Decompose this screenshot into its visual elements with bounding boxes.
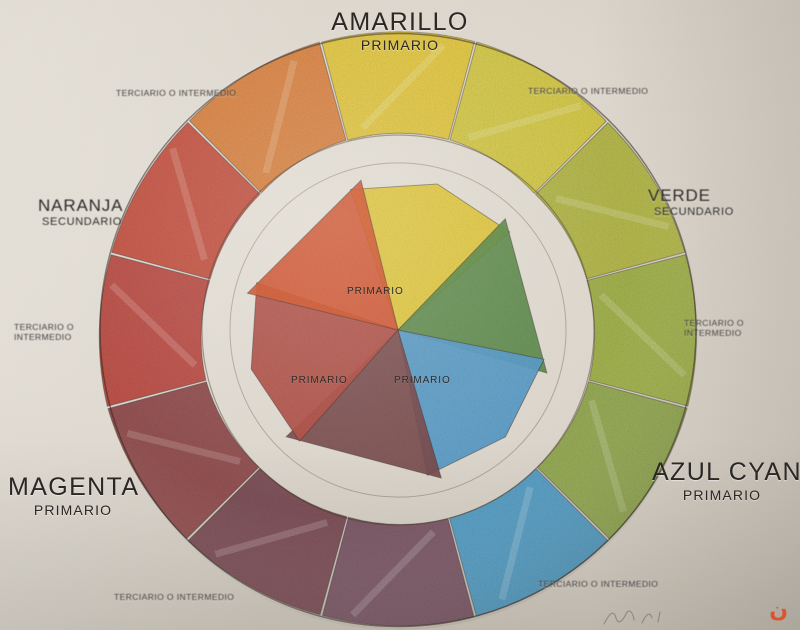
corner-mark: ن: [769, 598, 788, 623]
handwritten-scribble: [603, 610, 661, 625]
lighting-overlay: [98, 30, 698, 630]
